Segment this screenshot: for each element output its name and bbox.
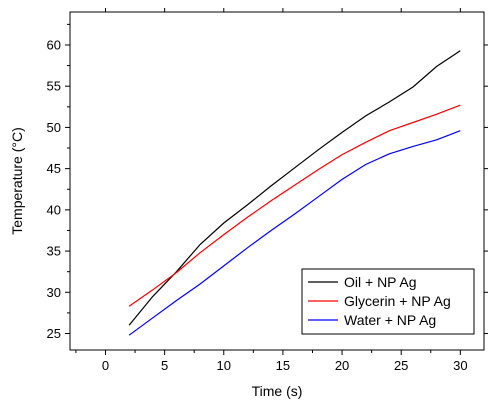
plot-frame bbox=[69, 11, 485, 351]
x-tick-label: 0 bbox=[102, 358, 109, 373]
y-tick-label: 35 bbox=[47, 244, 61, 259]
y-tick-label: 30 bbox=[47, 285, 61, 300]
series-line bbox=[128, 104, 461, 307]
y-tick-label: 45 bbox=[47, 161, 61, 176]
y-tick-label: 55 bbox=[47, 79, 61, 94]
x-tick-label: 25 bbox=[394, 358, 408, 373]
legend-label: Water + NP Ag bbox=[344, 312, 436, 328]
x-axis-title: Time (s) bbox=[252, 383, 303, 399]
legend-label: Oil + NP Ag bbox=[344, 274, 417, 290]
legend-label: Glycerin + NP Ag bbox=[344, 293, 451, 309]
x-tick-label: 5 bbox=[161, 358, 168, 373]
x-tick-label: 20 bbox=[335, 358, 349, 373]
y-tick-label: 60 bbox=[47, 37, 61, 52]
x-axis: 0 5 10 15 20 25 30 bbox=[75, 8, 468, 373]
x-tick-label: 10 bbox=[217, 358, 231, 373]
series-layer bbox=[128, 50, 461, 336]
series-line bbox=[128, 130, 461, 336]
series-line bbox=[128, 50, 461, 326]
legend: Oil + NP Ag Glycerin + NP Ag Water + NP Ag bbox=[301, 268, 475, 335]
y-axis-title: Temperature (°C) bbox=[9, 127, 25, 235]
y-tick-label: 25 bbox=[47, 326, 61, 341]
y-tick-label: 50 bbox=[47, 120, 61, 135]
x-tick-label: 15 bbox=[276, 358, 290, 373]
y-tick-label: 40 bbox=[47, 202, 61, 217]
plot-border bbox=[69, 11, 485, 351]
y-axis: 25 30 35 40 45 50 55 60 bbox=[47, 23, 488, 341]
x-tick-label: 30 bbox=[453, 358, 467, 373]
